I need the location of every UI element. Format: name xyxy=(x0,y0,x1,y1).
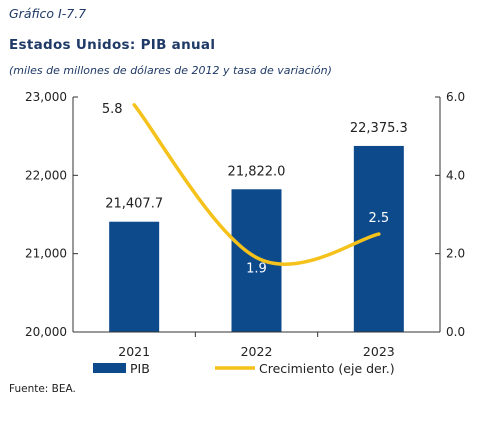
y-right-tick-label: 4.0 xyxy=(446,168,465,182)
bar-2022 xyxy=(231,189,282,332)
legend-label-line: Crecimiento (eje der.) xyxy=(259,361,395,376)
y-right-tick-label: 2.0 xyxy=(446,247,465,261)
x-tick-label: 2023 xyxy=(363,344,395,359)
chart-subtitle: (miles de millones de dólares de 2012 y … xyxy=(9,64,332,77)
growth-line xyxy=(132,103,381,266)
y-right-tick-label: 0.0 xyxy=(446,325,465,339)
y-left-tick-label: 22,000 xyxy=(25,168,67,182)
growth-value-label: 2.5 xyxy=(368,211,389,226)
legend-label-bar: PIB xyxy=(130,361,150,376)
growth-value-label: 1.9 xyxy=(246,262,267,277)
y-right-tick-label: 6.0 xyxy=(446,90,465,104)
x-tick-label: 2022 xyxy=(241,344,273,359)
bar-value-label: 22,375.3 xyxy=(350,121,408,136)
growth-value-label: 5.8 xyxy=(102,102,123,117)
bar-value-label: 21,407.7 xyxy=(105,197,163,212)
figure-label: Gráfico I-7.7 xyxy=(9,6,87,21)
bar-2021 xyxy=(109,221,160,332)
chart-title: Estados Unidos: PIB anual xyxy=(9,37,216,53)
y-left-tick-label: 20,000 xyxy=(25,325,67,339)
x-tick-label: 2021 xyxy=(118,344,150,359)
legend-swatch-bar xyxy=(93,363,126,373)
bar-value-label: 21,822.0 xyxy=(228,164,286,179)
y-left-tick-label: 23,000 xyxy=(25,90,67,104)
y-left-tick-label: 21,000 xyxy=(25,247,67,261)
source-note: Fuente: BEA. xyxy=(9,383,76,395)
